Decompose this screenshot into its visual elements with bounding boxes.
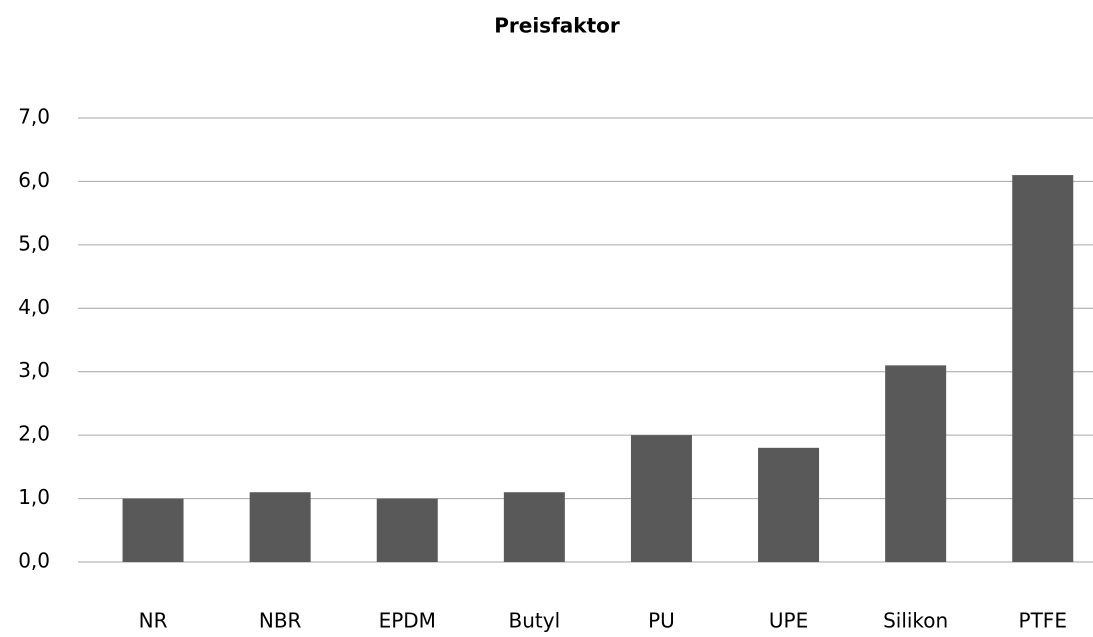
x-tick-label: PU <box>648 609 675 633</box>
bar <box>503 492 565 562</box>
y-tick-label: 6,0 <box>18 168 50 192</box>
x-tick-label: Butyl <box>509 609 561 633</box>
x-tick-label: NR <box>139 609 168 633</box>
x-tick-label: EPDM <box>379 609 436 633</box>
bar <box>630 435 692 562</box>
chart-title: Preisfaktor <box>494 14 620 38</box>
bar <box>758 447 820 562</box>
y-tick-label: 3,0 <box>18 358 50 382</box>
x-tick-label: Silikon <box>883 609 948 633</box>
x-tick-label: PTFE <box>1019 609 1067 633</box>
bar <box>1012 175 1074 563</box>
bar <box>376 498 438 562</box>
x-tick-label: UPE <box>769 609 808 633</box>
y-tick-label: 2,0 <box>18 422 50 446</box>
x-tick-label: NBR <box>259 609 302 633</box>
y-tick-label: 0,0 <box>18 549 50 573</box>
y-tick-label: 5,0 <box>18 231 50 255</box>
y-tick-label: 4,0 <box>18 295 50 319</box>
bar <box>249 492 311 562</box>
y-tick-label: 1,0 <box>18 485 50 509</box>
bar <box>122 498 184 562</box>
bar <box>885 365 947 562</box>
y-tick-label: 7,0 <box>18 105 50 129</box>
